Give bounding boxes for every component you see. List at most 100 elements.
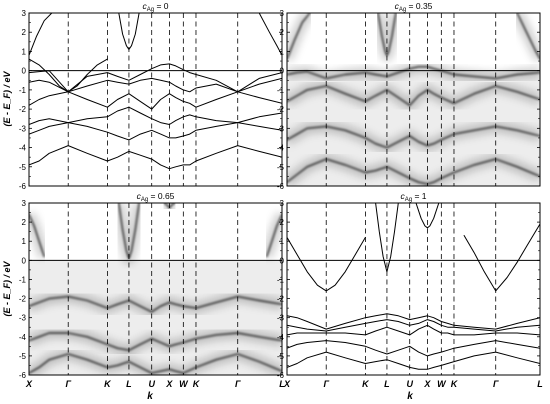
band-line (163, 203, 176, 209)
y-tick-label: -1 (19, 275, 27, 284)
band-line (287, 319, 540, 332)
y-tick-label: -1 (19, 86, 27, 95)
band-line (287, 85, 540, 106)
band-line (287, 313, 540, 330)
y-tick-label: -2 (277, 295, 285, 304)
panel-title: cAg = 0.65 (137, 191, 175, 203)
k-tick-label: L (279, 379, 285, 389)
panel-title-subscript: Ag (399, 7, 406, 13)
panel-title: cAg = 1 (400, 191, 426, 203)
band-line (29, 332, 282, 351)
k-tick-label: L (126, 379, 132, 389)
k-tick-label: K (451, 379, 459, 389)
band-line (29, 213, 45, 258)
y-tick-label: -6 (19, 371, 27, 380)
band-line (29, 353, 282, 374)
y-tick-label: 2 (22, 28, 27, 37)
k-tick-label: X (25, 379, 33, 389)
k-tick-label: W (437, 379, 447, 389)
band-line (516, 13, 540, 60)
k-tick-label: X (283, 379, 291, 389)
band-line (118, 203, 140, 260)
band-line (287, 351, 540, 370)
k-tick-label: L (384, 379, 390, 389)
y-tick-label: 1 (22, 237, 27, 246)
y-tick-label: -2 (19, 105, 27, 114)
y-tick-label: -5 (19, 163, 27, 172)
y-tick-label: -3 (277, 124, 285, 133)
y-tick-label: -4 (277, 333, 285, 342)
y-tick-label: -2 (277, 105, 285, 114)
k-tick-label: K (362, 379, 370, 389)
y-tick-label: -3 (19, 124, 27, 133)
band-line (118, 13, 140, 50)
plot-clip (29, 203, 282, 375)
plot-clip (29, 13, 282, 186)
panel-title-value: = 0.35 (406, 1, 433, 11)
band-line (415, 203, 440, 229)
panel-title: cAg = 0.35 (395, 1, 433, 13)
y-tick-label: -1 (277, 86, 285, 95)
band-line (29, 122, 282, 141)
y-tick-label: 2 (22, 218, 27, 227)
panel-title-symbol: c (400, 191, 405, 201)
k-tick-label: Γ (323, 379, 329, 389)
y-tick-label: -5 (19, 352, 27, 361)
k-tick-label: W (179, 379, 189, 389)
plot-clip (287, 13, 540, 186)
band-line (266, 213, 282, 258)
y-tick-label: 2 (280, 218, 285, 227)
panel-title-symbol: c (142, 1, 147, 11)
band-line (29, 91, 282, 110)
y-tick-label: -2 (19, 295, 27, 304)
x-axis-label-left: k (147, 391, 153, 402)
y-tick-label: -1 (277, 275, 285, 284)
k-tick-label: X (423, 379, 431, 389)
panel-title-symbol: c (395, 1, 400, 11)
band-line (29, 77, 282, 93)
band-line (463, 223, 540, 292)
y-tick-label: -6 (277, 182, 285, 191)
k-tick-label: L (537, 379, 543, 389)
band-line (287, 125, 540, 149)
y-tick-label: -3 (19, 314, 27, 323)
band-line (377, 13, 397, 56)
panel-title-value: = 0 (154, 1, 169, 11)
panel-title-subscript: Ag (141, 197, 148, 203)
y-tick-label: -4 (19, 144, 27, 153)
k-tick-label: U (406, 379, 413, 389)
band-line (29, 145, 282, 170)
panel-title-value: = 1 (412, 191, 427, 201)
y-tick-label: 0 (22, 256, 27, 265)
band-line (29, 58, 108, 93)
y-tick-label: -6 (277, 371, 285, 380)
panel-title-symbol: c (137, 191, 142, 201)
band-line (29, 13, 53, 56)
panel-title-value: = 0.65 (148, 191, 175, 201)
y-tick-label: 3 (22, 9, 27, 18)
y-tick-label: 0 (22, 67, 27, 76)
y-tick-label: -6 (19, 182, 27, 191)
y-tick-label: 1 (280, 47, 285, 56)
x-axis-label-right: k (407, 391, 413, 402)
y-tick-label: -4 (277, 144, 285, 153)
y-tick-label: -5 (277, 352, 285, 361)
y-tick-label: -4 (19, 333, 27, 342)
band-line (287, 66, 540, 80)
band-line (287, 324, 540, 336)
k-tick-label: U (148, 379, 155, 389)
band-line (29, 106, 282, 125)
panel-title-subscript: Ag (147, 7, 154, 13)
panel-title: cAg = 0 (142, 1, 168, 13)
y-axis-label-bottom: (E - E_F) / eV (2, 261, 12, 317)
plot-area (29, 13, 282, 186)
y-tick-label: 3 (22, 199, 27, 208)
y-tick-label: -3 (277, 314, 285, 323)
k-tick-label: X (165, 379, 173, 389)
k-tick-label: K (193, 379, 201, 389)
k-tick-label: Γ (235, 379, 241, 389)
band-line (287, 13, 311, 60)
band-line (29, 295, 282, 313)
